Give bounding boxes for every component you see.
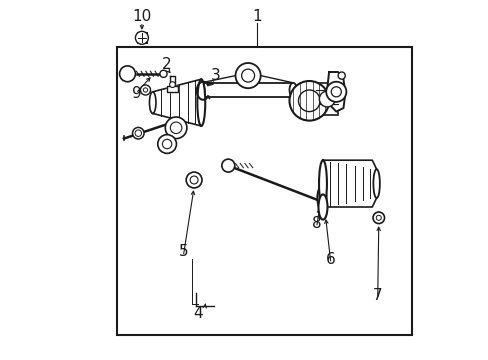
Circle shape — [140, 85, 150, 95]
Circle shape — [132, 127, 144, 139]
Circle shape — [143, 88, 147, 92]
Polygon shape — [322, 160, 376, 207]
Circle shape — [158, 135, 176, 153]
Text: 7: 7 — [372, 288, 382, 303]
Circle shape — [120, 66, 135, 82]
Circle shape — [372, 212, 384, 224]
Ellipse shape — [318, 160, 326, 207]
Bar — [136, 32, 147, 43]
Circle shape — [135, 130, 141, 136]
Circle shape — [160, 70, 167, 77]
Text: 4: 4 — [192, 306, 202, 321]
Text: 10: 10 — [132, 9, 151, 24]
Text: 5: 5 — [178, 244, 188, 260]
Circle shape — [222, 159, 234, 172]
Polygon shape — [167, 76, 178, 92]
Circle shape — [330, 87, 341, 97]
Ellipse shape — [373, 169, 379, 198]
Ellipse shape — [149, 92, 156, 113]
Polygon shape — [326, 72, 345, 112]
Circle shape — [170, 122, 182, 134]
Circle shape — [241, 69, 254, 82]
Circle shape — [289, 81, 328, 121]
Ellipse shape — [289, 83, 296, 97]
Ellipse shape — [197, 79, 205, 126]
Text: 3: 3 — [210, 68, 220, 83]
Circle shape — [337, 72, 345, 79]
Text: 9: 9 — [131, 86, 141, 101]
Circle shape — [319, 91, 335, 107]
Circle shape — [190, 176, 198, 184]
Circle shape — [186, 172, 202, 188]
Polygon shape — [152, 79, 201, 126]
Circle shape — [375, 215, 381, 220]
Ellipse shape — [317, 186, 325, 210]
Text: 1: 1 — [252, 9, 262, 24]
Circle shape — [135, 31, 148, 44]
Bar — [316, 83, 337, 115]
Circle shape — [298, 90, 320, 112]
Bar — [117, 47, 411, 335]
Circle shape — [325, 82, 346, 102]
Text: 6: 6 — [325, 252, 335, 267]
Ellipse shape — [318, 194, 327, 220]
Circle shape — [162, 139, 171, 149]
Text: 8: 8 — [311, 216, 321, 231]
Text: 2: 2 — [162, 57, 172, 72]
Circle shape — [169, 82, 175, 87]
Ellipse shape — [198, 83, 204, 97]
Circle shape — [165, 117, 186, 139]
Circle shape — [235, 63, 260, 88]
